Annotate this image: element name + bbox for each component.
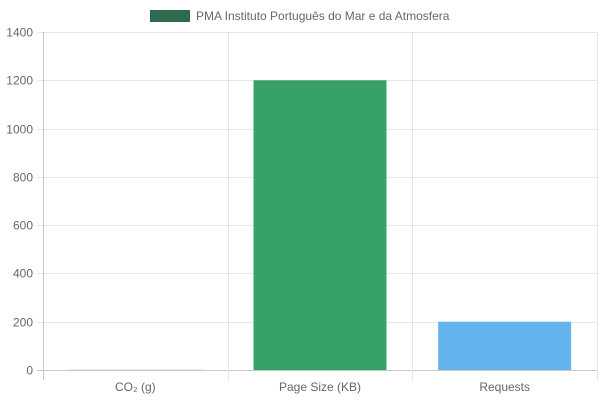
bars — [68, 80, 572, 371]
bar[interactable] — [438, 321, 572, 370]
legend-swatch — [150, 10, 190, 22]
x-tick-label: Page Size (KB) — [279, 380, 361, 394]
tick-labels: 0 200 400 600 800 1000 1200 1400 CO₂ (g) Page Siz… — [6, 26, 530, 395]
y-tick-label: 200 — [13, 316, 33, 330]
y-tick-label: 800 — [13, 171, 33, 185]
y-tick-label: 600 — [13, 219, 33, 233]
y-tick-label: 1200 — [6, 74, 33, 88]
y-tick-label: 400 — [13, 267, 33, 281]
legend-label: PMA Instituto Português do Mar e da Atmo… — [196, 9, 450, 23]
y-tick-label: 1000 — [6, 123, 33, 137]
x-tick-label: CO₂ (g) — [115, 380, 156, 394]
y-tick-label: 1400 — [6, 26, 33, 40]
legend[interactable]: PMA Instituto Português do Mar e da Atmo… — [150, 9, 450, 23]
x-tick-label: Requests — [479, 380, 530, 394]
bar[interactable] — [253, 80, 387, 371]
y-tick-label: 0 — [26, 364, 33, 378]
